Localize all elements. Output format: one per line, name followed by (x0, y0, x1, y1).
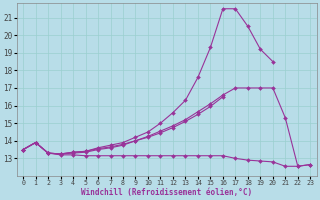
X-axis label: Windchill (Refroidissement éolien,°C): Windchill (Refroidissement éolien,°C) (81, 188, 252, 197)
